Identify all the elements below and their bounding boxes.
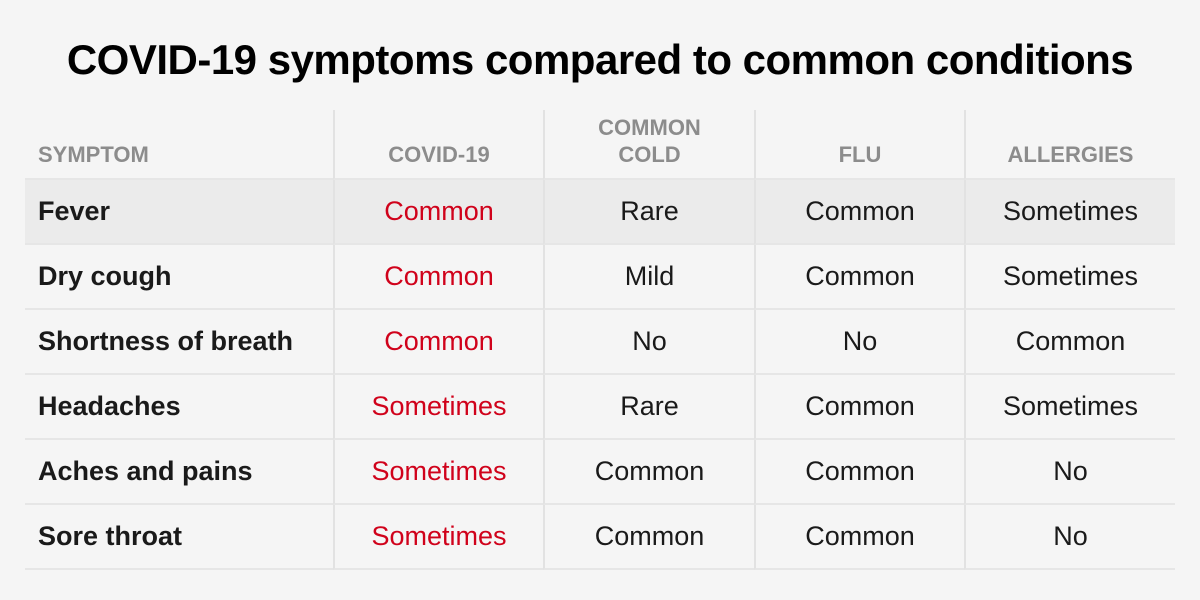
value-cell: Common	[543, 440, 754, 505]
comparison-table: SYMPTOM COVID-19 COMMON COLD FLU ALLERGIES Fe…	[25, 110, 1175, 570]
column-header: COMMON COLD	[543, 110, 754, 180]
column-header: COVID-19	[333, 110, 543, 180]
value-cell: Sometimes	[333, 505, 543, 570]
header-text: ALLERGIES	[1007, 142, 1134, 167]
value-cell: Common	[754, 245, 964, 310]
value-cell: Sometimes	[964, 180, 1175, 245]
value-cell: No	[543, 310, 754, 375]
value-cell: No	[964, 440, 1175, 505]
value-cell: Mild	[543, 245, 754, 310]
value-cell: Common	[754, 505, 964, 570]
header-text: COVID-19	[388, 142, 490, 167]
symptom-cell: Fever	[25, 180, 333, 245]
value-cell: Common	[754, 180, 964, 245]
value-cell: Rare	[543, 375, 754, 440]
value-cell: Common	[333, 310, 543, 375]
value-cell: Common	[754, 375, 964, 440]
column-header: ALLERGIES	[964, 110, 1175, 180]
symptom-cell: Aches and pains	[25, 440, 333, 505]
value-cell: Sometimes	[964, 375, 1175, 440]
symptom-cell: Headaches	[25, 375, 333, 440]
value-cell: Common	[333, 180, 543, 245]
symptom-cell: Shortness of breath	[25, 310, 333, 375]
header-text: FLU	[838, 142, 882, 167]
value-cell: Common	[333, 245, 543, 310]
header-text: COMMON COLD	[598, 115, 701, 167]
value-cell: Sometimes	[964, 245, 1175, 310]
value-cell: Common	[754, 440, 964, 505]
value-cell: Sometimes	[333, 375, 543, 440]
value-cell: No	[964, 505, 1175, 570]
value-cell: Common	[964, 310, 1175, 375]
value-cell: Sometimes	[333, 440, 543, 505]
column-header: SYMPTOM	[25, 110, 333, 180]
value-cell: No	[754, 310, 964, 375]
value-cell: Common	[543, 505, 754, 570]
symptom-cell: Dry cough	[25, 245, 333, 310]
column-header: FLU	[754, 110, 964, 180]
title: COVID-19 symptoms compared to common con…	[66, 36, 1134, 83]
symptom-cell: Sore throat	[25, 505, 333, 570]
value-cell: Rare	[543, 180, 754, 245]
